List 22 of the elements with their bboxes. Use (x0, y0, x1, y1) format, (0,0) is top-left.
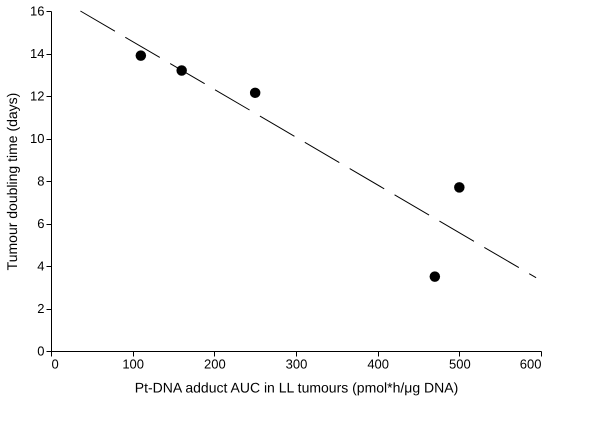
y-tick-label: 16 (30, 4, 44, 18)
x-tick-label: 300 (286, 356, 308, 372)
y-axis-title: Tumour doubling time (days) (4, 92, 20, 270)
y-tick-label: 2 (37, 301, 44, 316)
x-tick-label: 500 (448, 356, 471, 372)
y-tick-label: 0 (37, 344, 44, 358)
x-tick-label: 0 (52, 356, 59, 372)
y-tick-label: 14 (30, 46, 44, 61)
y-tick-label: 8 (37, 174, 44, 188)
x-tick-label: 100 (122, 356, 144, 372)
x-tick-label: 400 (367, 356, 390, 372)
x-axis-title: Pt-DNA adduct AUC in LL tumours (pmol*h/μg DNA) (134, 380, 458, 396)
point (430, 271, 440, 282)
x-tick-label: 200 (204, 356, 226, 372)
point (454, 182, 465, 193)
point (250, 88, 260, 98)
point (136, 50, 146, 61)
x-tick-label: 600 (520, 356, 542, 372)
y-tick-label: 12 (30, 88, 44, 104)
y-tick-label: 6 (37, 216, 44, 231)
y-tick-label: 4 (37, 258, 44, 274)
y-tick-label: 10 (30, 131, 44, 146)
